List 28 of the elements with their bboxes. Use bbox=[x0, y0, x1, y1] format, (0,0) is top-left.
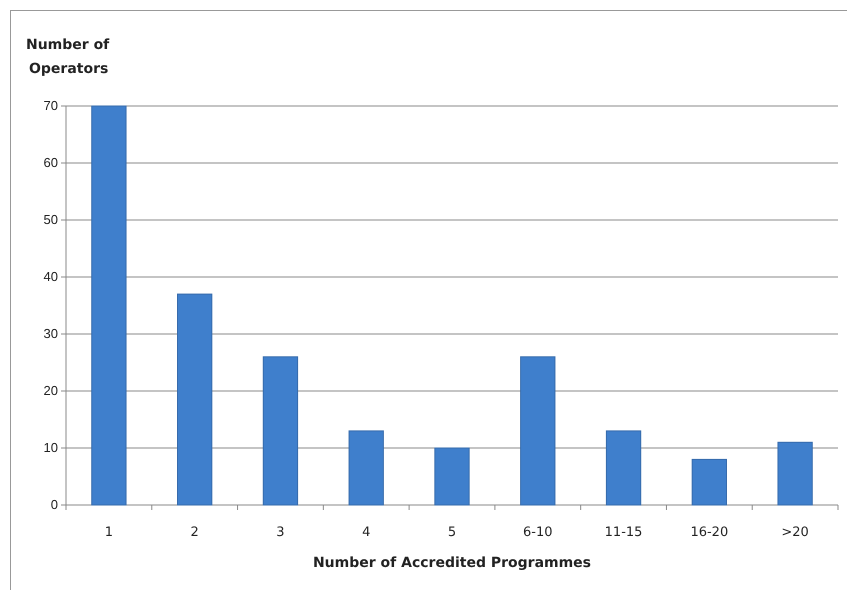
y-axis-title: Number of Operators bbox=[26, 37, 110, 77]
x-tick-label: 2 bbox=[190, 525, 199, 540]
x-tick-label: >20 bbox=[781, 525, 809, 540]
bar bbox=[777, 442, 813, 506]
bar bbox=[692, 458, 727, 506]
y-tick-label: 60 bbox=[44, 155, 58, 170]
y-tick-label: 0 bbox=[50, 497, 58, 512]
y-tick-label: 10 bbox=[44, 440, 58, 456]
bar bbox=[177, 294, 212, 506]
x-tick-label: 1 bbox=[104, 525, 114, 540]
bar bbox=[520, 356, 556, 506]
bar bbox=[348, 430, 384, 506]
bar bbox=[91, 106, 127, 506]
x-tick-label: 4 bbox=[362, 525, 370, 540]
x-tick-label: 16-20 bbox=[690, 525, 728, 540]
x-tick-label: 5 bbox=[448, 525, 456, 540]
y-tick-label: 50 bbox=[44, 212, 58, 228]
x-axis-title: Number of Accredited Programmes bbox=[312, 555, 592, 571]
y-tick-label: 70 bbox=[44, 98, 58, 114]
y-tick-label: 30 bbox=[44, 326, 58, 342]
x-tick-label: 3 bbox=[276, 525, 285, 540]
x-tick-label: 11-15 bbox=[604, 525, 642, 540]
y-tick-label: 20 bbox=[44, 383, 58, 398]
bar bbox=[262, 356, 298, 506]
y-tick-label: 40 bbox=[44, 269, 58, 284]
bar bbox=[606, 430, 642, 506]
x-tick-label: 6-10 bbox=[523, 525, 553, 540]
bar bbox=[434, 448, 470, 506]
